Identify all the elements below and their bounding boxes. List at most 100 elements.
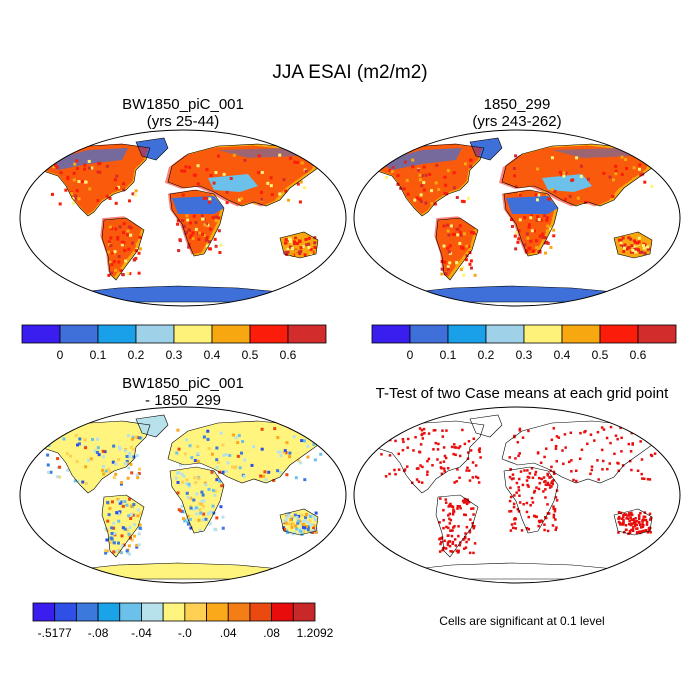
grid-cell (114, 472, 118, 476)
grid-cell (460, 245, 464, 249)
significant-cell (600, 448, 604, 452)
grid-cell (298, 239, 302, 243)
desert-region (506, 196, 558, 214)
colorbar-tick-label: 0.1 (89, 348, 107, 362)
grid-cell (183, 452, 187, 456)
grid-cell (545, 229, 549, 233)
grid-cell (470, 230, 474, 234)
grid-cell (650, 184, 654, 188)
significant-cell (464, 513, 467, 517)
significant-cell (453, 481, 456, 484)
grid-cell (297, 459, 301, 463)
grid-cell (176, 480, 180, 484)
grid-cell (75, 159, 79, 163)
grid-cell (465, 244, 469, 248)
significant-cell (580, 448, 584, 452)
significant-cell (439, 497, 442, 500)
colorbar-tick-label: -.5177 (37, 626, 72, 640)
significant-cell (531, 476, 535, 480)
grid-cell (192, 173, 196, 177)
grid-cell (192, 214, 196, 218)
grid-cell (285, 515, 289, 519)
grid-cell (448, 251, 452, 255)
colorbar-swatch (135, 324, 175, 344)
significant-cell (617, 531, 620, 534)
significant-cell (471, 507, 475, 510)
grid-cell (269, 184, 273, 188)
grid-cell (301, 523, 305, 527)
panel-title-top-left: BW1850_piC_001 (yrs 25-44) (18, 96, 348, 130)
significant-cell (627, 442, 631, 446)
grid-cell (198, 528, 202, 532)
grid-cell (545, 218, 549, 222)
grid-cell (128, 272, 132, 276)
grid-cell (117, 260, 121, 264)
grid-cell (446, 229, 450, 233)
grid-cell (627, 246, 631, 250)
grid-cell (116, 237, 120, 241)
grid-cell (74, 194, 78, 198)
colorbar-tick-label: 0.5 (591, 348, 609, 362)
significant-cell (539, 461, 543, 465)
significant-cell (508, 510, 511, 513)
grid-cell (209, 510, 213, 514)
significant-cell (456, 504, 460, 508)
grid-cell (106, 519, 110, 523)
grid-cell (96, 437, 100, 441)
grid-cell (583, 200, 587, 204)
grid-cell (204, 517, 208, 521)
grid-cell (284, 451, 288, 455)
grid-cell (547, 197, 551, 201)
significant-cell (631, 442, 634, 445)
coastline (469, 414, 503, 438)
grid-cell (252, 445, 256, 449)
grid-cell (131, 513, 135, 517)
significant-cell (510, 477, 514, 481)
grid-cell (66, 468, 70, 472)
significant-cell (426, 470, 429, 474)
coastline (469, 137, 503, 161)
significant-cell (625, 517, 628, 520)
grid-cell (552, 234, 556, 238)
grid-cell (619, 243, 623, 247)
grid-cell (49, 161, 53, 165)
grid-cell (637, 240, 641, 244)
grid-cell (294, 476, 298, 480)
significant-cell (554, 496, 558, 499)
grid-cell (558, 170, 562, 174)
grid-cell (534, 239, 538, 243)
grid-cell (464, 258, 468, 262)
grid-cell (128, 233, 132, 237)
grid-cell (446, 246, 450, 250)
significant-cell (468, 551, 472, 555)
grid-cell (306, 455, 310, 459)
significant-cell (517, 477, 521, 481)
grid-cell (126, 271, 130, 275)
grid-cell (224, 453, 228, 457)
grid-cell (127, 532, 131, 536)
grid-cell (196, 182, 200, 186)
grid-cell (123, 449, 127, 453)
grid-cell (106, 250, 110, 254)
grid-cell (131, 241, 135, 245)
grid-cell (83, 438, 87, 442)
grid-cell (443, 260, 447, 264)
grid-cell (135, 545, 139, 549)
grid-cell (219, 243, 223, 247)
significant-cell (619, 511, 623, 515)
grid-cell (532, 229, 536, 233)
grid-cell (183, 519, 187, 523)
grid-cell (298, 527, 302, 531)
grid-cell (128, 455, 132, 459)
grid-cell (415, 196, 419, 200)
grid-cell (430, 201, 434, 205)
grid-cell (208, 197, 212, 201)
significant-cell (635, 531, 639, 535)
grid-cell (437, 187, 441, 191)
significant-cell (452, 510, 456, 513)
grid-cell (299, 461, 303, 465)
grid-cell (211, 504, 215, 508)
grid-cell (218, 479, 222, 483)
grid-cell (188, 165, 192, 169)
colorbar-swatch (447, 324, 487, 344)
